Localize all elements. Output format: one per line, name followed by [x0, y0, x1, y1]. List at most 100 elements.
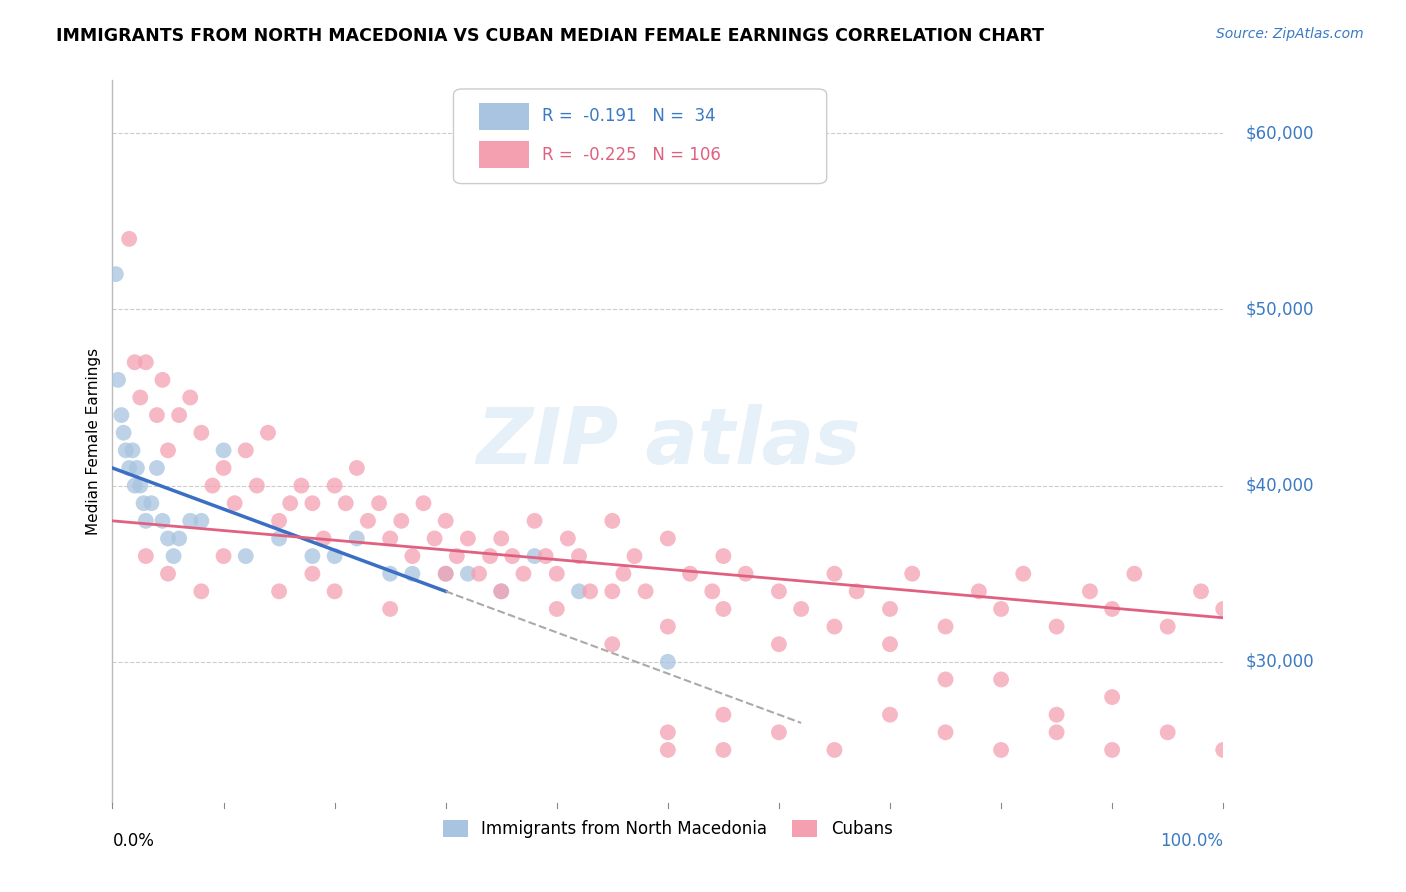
- Point: [235, 443, 257, 458]
- Point: [278, 496, 301, 510]
- Point: [346, 461, 368, 475]
- Point: [124, 355, 146, 369]
- Point: [657, 619, 679, 633]
- Point: [657, 532, 679, 546]
- Text: R =  -0.225   N = 106: R = -0.225 N = 106: [543, 145, 721, 163]
- FancyBboxPatch shape: [479, 141, 529, 169]
- Point: [157, 566, 180, 581]
- Point: [335, 496, 357, 510]
- Text: $60,000: $60,000: [1246, 124, 1315, 142]
- Point: [135, 355, 157, 369]
- Point: [602, 584, 624, 599]
- Point: [118, 232, 141, 246]
- Legend: Immigrants from North Macedonia, Cubans: Immigrants from North Macedonia, Cubans: [436, 814, 900, 845]
- Point: [1101, 743, 1123, 757]
- Point: [380, 566, 402, 581]
- Point: [129, 391, 152, 405]
- Point: [967, 584, 990, 599]
- Point: [124, 478, 146, 492]
- Point: [623, 549, 645, 563]
- Point: [1045, 619, 1069, 633]
- Point: [713, 602, 735, 616]
- Point: [1189, 584, 1212, 599]
- Point: [434, 566, 457, 581]
- Point: [1078, 584, 1101, 599]
- Point: [1212, 743, 1234, 757]
- Point: [235, 549, 257, 563]
- Point: [190, 584, 212, 599]
- Point: [657, 743, 679, 757]
- Point: [1156, 619, 1178, 633]
- Text: $40,000: $40,000: [1246, 476, 1315, 494]
- Point: [434, 566, 457, 581]
- Point: [212, 443, 235, 458]
- Point: [129, 478, 152, 492]
- Point: [824, 743, 846, 757]
- Point: [112, 425, 135, 440]
- Point: [135, 514, 157, 528]
- Point: [713, 743, 735, 757]
- Text: $50,000: $50,000: [1246, 301, 1315, 318]
- Point: [824, 566, 846, 581]
- Point: [190, 514, 212, 528]
- Point: [121, 443, 143, 458]
- Point: [491, 532, 513, 546]
- Point: [152, 514, 174, 528]
- Text: R =  -0.191   N =  34: R = -0.191 N = 34: [543, 107, 716, 126]
- Point: [546, 566, 568, 581]
- Point: [380, 532, 402, 546]
- Point: [125, 461, 148, 475]
- Point: [679, 566, 702, 581]
- Point: [512, 566, 534, 581]
- Text: Source: ZipAtlas.com: Source: ZipAtlas.com: [1216, 27, 1364, 41]
- Text: IMMIGRANTS FROM NORTH MACEDONIA VS CUBAN MEDIAN FEMALE EARNINGS CORRELATION CHAR: IMMIGRANTS FROM NORTH MACEDONIA VS CUBAN…: [56, 27, 1045, 45]
- Point: [368, 496, 391, 510]
- Point: [935, 725, 957, 739]
- Point: [380, 602, 402, 616]
- Text: ZIP atlas: ZIP atlas: [475, 403, 860, 480]
- Point: [546, 602, 568, 616]
- Point: [301, 496, 323, 510]
- Y-axis label: Median Female Earnings: Median Female Earnings: [86, 348, 101, 535]
- Point: [1212, 602, 1234, 616]
- Point: [135, 549, 157, 563]
- Point: [146, 461, 169, 475]
- Point: [879, 707, 901, 722]
- Point: [1101, 602, 1123, 616]
- Point: [146, 408, 169, 422]
- Point: [1156, 725, 1178, 739]
- Point: [713, 549, 735, 563]
- Point: [901, 566, 924, 581]
- Point: [389, 514, 412, 528]
- Point: [212, 549, 235, 563]
- Point: [990, 602, 1012, 616]
- Point: [301, 549, 323, 563]
- Point: [935, 619, 957, 633]
- Point: [118, 461, 141, 475]
- Point: [104, 267, 127, 281]
- Point: [401, 566, 423, 581]
- Point: [1012, 566, 1035, 581]
- Point: [1045, 707, 1069, 722]
- Point: [446, 549, 468, 563]
- Point: [634, 584, 657, 599]
- Point: [557, 532, 579, 546]
- Point: [267, 584, 291, 599]
- Point: [768, 584, 790, 599]
- Text: 0.0%: 0.0%: [112, 831, 155, 850]
- Point: [491, 584, 513, 599]
- Point: [167, 408, 190, 422]
- Point: [568, 549, 591, 563]
- Point: [167, 532, 190, 546]
- Point: [157, 443, 180, 458]
- Point: [602, 637, 624, 651]
- Point: [290, 478, 312, 492]
- Point: [107, 373, 129, 387]
- FancyBboxPatch shape: [479, 103, 529, 130]
- Point: [301, 566, 323, 581]
- Point: [246, 478, 269, 492]
- Point: [423, 532, 446, 546]
- Point: [523, 549, 546, 563]
- Point: [179, 514, 201, 528]
- Point: [434, 514, 457, 528]
